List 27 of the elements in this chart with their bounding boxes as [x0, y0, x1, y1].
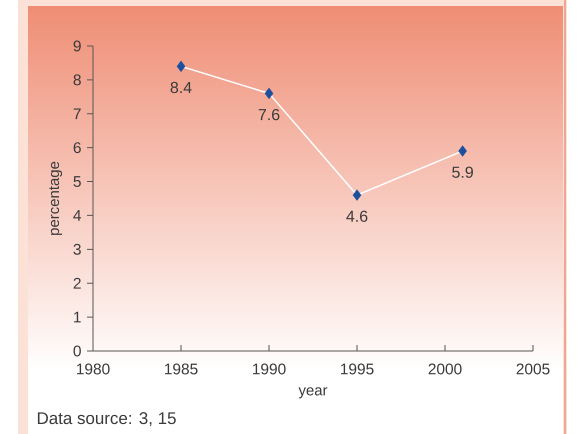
y-tick-label: 4 [73, 210, 82, 221]
y-tick-label: 2 [74, 278, 81, 289]
y-tick-label: 9 [74, 40, 81, 52]
data-label: 4.6 [346, 210, 368, 222]
x-tick-label: 1990 [253, 364, 286, 374]
y-tick-label: 6 [74, 142, 81, 154]
point [458, 145, 467, 157]
data-label: 5.9 [452, 166, 473, 178]
x-tick-label: 1980 [77, 364, 110, 374]
y-tick-label: 5 [74, 176, 81, 187]
data-label: 7.6 [258, 108, 280, 120]
y-tick-label: 0 [74, 346, 81, 356]
data-label: 8.4 [170, 82, 192, 94]
x-tick-label: 1995 [341, 364, 374, 374]
y-tick-label: 3 [73, 244, 81, 255]
x-tick-label: 2005 [516, 364, 550, 374]
x-tick-label: 2000 [428, 364, 462, 374]
y-tick-label: 8 [74, 74, 81, 86]
y-tick-label: 7 [74, 108, 81, 120]
x-tick-label: 1985 [165, 364, 198, 374]
x-axis-title: year [298, 387, 328, 398]
point [352, 189, 362, 201]
point [176, 60, 186, 72]
y-tick-label: 1 [74, 312, 81, 322]
point [264, 88, 274, 100]
source-note: Data source: 3, 15 [38, 412, 176, 426]
y-axis-title: percentage [49, 162, 62, 235]
